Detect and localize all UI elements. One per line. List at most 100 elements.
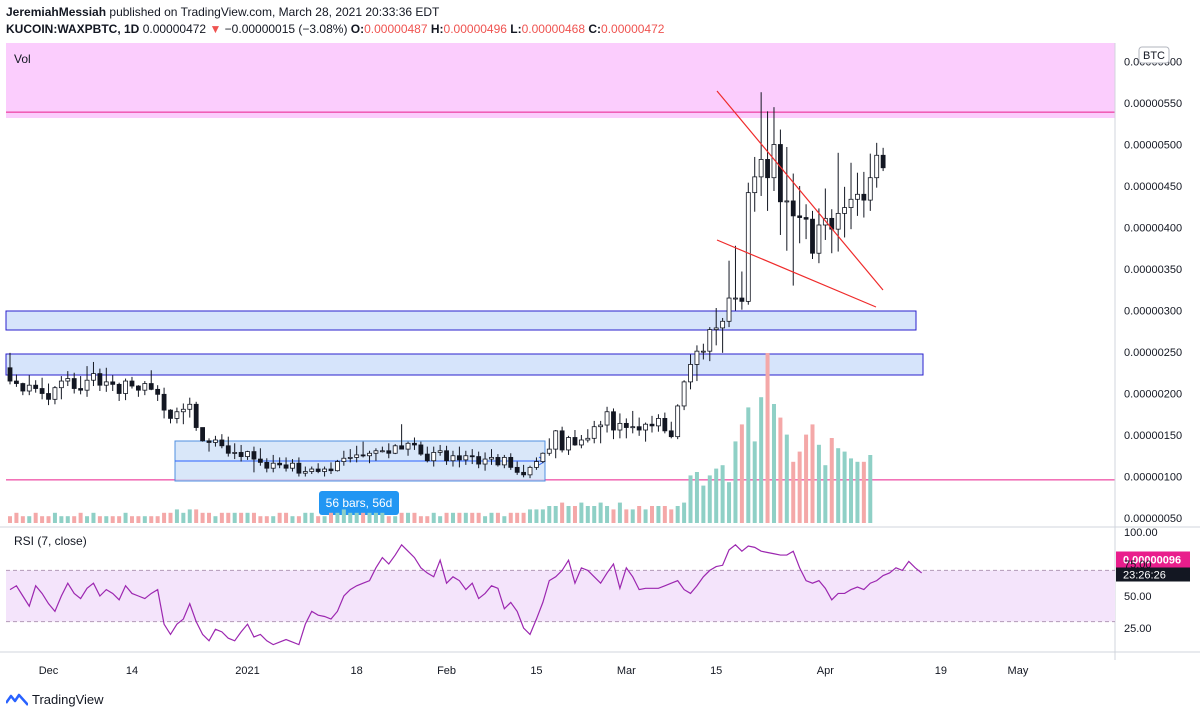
demand-zone-upper [5,310,917,331]
candle-body [200,427,206,442]
volume-bar [855,461,860,523]
resistance-zone [6,43,1115,118]
volume-bar [476,512,481,523]
candle-body [617,422,623,431]
volume-bar [181,512,186,523]
volume-bar [566,506,571,523]
volume-bar [816,444,821,523]
time-tick-label: 19 [935,665,947,677]
open-label: O: [350,22,365,36]
footer: TradingView [6,692,104,707]
volume-bar [232,512,237,523]
volume-bar [637,506,642,523]
volume-bar [579,502,584,523]
candle-body [354,454,360,458]
volume-bar [361,512,366,523]
candle-body [129,380,135,387]
candle-body [437,450,443,453]
open-value: 0.00000487 [364,22,428,36]
candle-body [797,215,803,218]
time-tick-label: 15 [530,665,542,677]
volume-bar [367,512,372,523]
candle-body [739,297,745,302]
candle-body [373,450,379,454]
volume-bar [123,512,128,523]
candle-body [553,430,559,450]
volume-bar [412,512,417,523]
candle-body [501,457,507,466]
tradingview-logo-icon[interactable] [6,693,28,707]
price-tick-label: 0.00000100 [1124,472,1182,484]
rsi-tick-label: 100.00 [1124,527,1158,539]
candle-body [7,367,13,382]
volume-bar [20,516,25,523]
volume-bar [701,485,706,523]
price-tick-label: 0.00000400 [1124,223,1182,235]
volume-bar [868,455,873,523]
candle-body [578,439,584,446]
volume-bar [804,434,809,523]
volume-bar [322,516,327,523]
volume-bar [245,512,250,523]
volume-bar [765,353,770,523]
volume-bar [194,509,199,523]
candle-body [161,393,167,411]
candle-body [290,462,295,469]
volume-bar [290,516,295,523]
candle-body [508,457,514,468]
volume-bar [129,516,134,523]
candle-body [405,442,411,450]
range-label-box [319,491,399,515]
time-tick-label: 14 [126,665,138,677]
volume-bar [617,502,622,523]
candle-body [245,451,250,457]
volume-bar [823,465,828,523]
author-name[interactable]: JeremiahMessiah [6,5,107,19]
candle-body [591,426,597,439]
candle-body [20,383,26,392]
price-change: −0.00000015 (−3.08%) [224,22,348,36]
volume-bar [85,516,90,523]
candle-body [765,159,770,179]
volume-bar [810,424,815,523]
candle-body [58,380,64,389]
candle-body [745,192,751,302]
last-price: 0.00000472 [142,22,207,36]
volume-bar [483,516,488,523]
candle-body [810,218,815,254]
volume-bar [547,506,552,523]
candle-body [662,417,668,432]
currency-badge [1138,46,1170,64]
price-tick-label: 0.00000250 [1124,347,1182,359]
volume-bar [142,516,147,523]
volume-bar [207,512,212,523]
volume-bar [393,516,398,523]
volume-bar [842,451,847,523]
tradingview-brand[interactable]: TradingView [32,692,104,707]
candle-body [213,439,218,443]
candle-body [296,462,302,474]
volume-bar [759,397,764,523]
candle-body [656,417,661,427]
volume-bar [72,516,77,523]
volume-bar [335,512,340,523]
candle-body [842,207,847,214]
volume-bar [110,516,115,523]
candle-body [232,452,238,454]
volume-bar [296,516,301,523]
volume-bar [78,512,83,523]
candle-body [180,408,186,413]
close-value: 0.00000472 [601,22,665,36]
candle-body [123,380,128,394]
candle-body [315,468,321,472]
volume-bar [778,417,783,523]
volume-bar [643,509,648,523]
candle-body [521,471,526,476]
candle-body [880,154,886,169]
volume-bar [739,424,744,523]
volume-bar [624,509,629,523]
volume-bar [162,512,167,523]
candle-body [78,388,84,391]
candle-body [52,387,58,400]
